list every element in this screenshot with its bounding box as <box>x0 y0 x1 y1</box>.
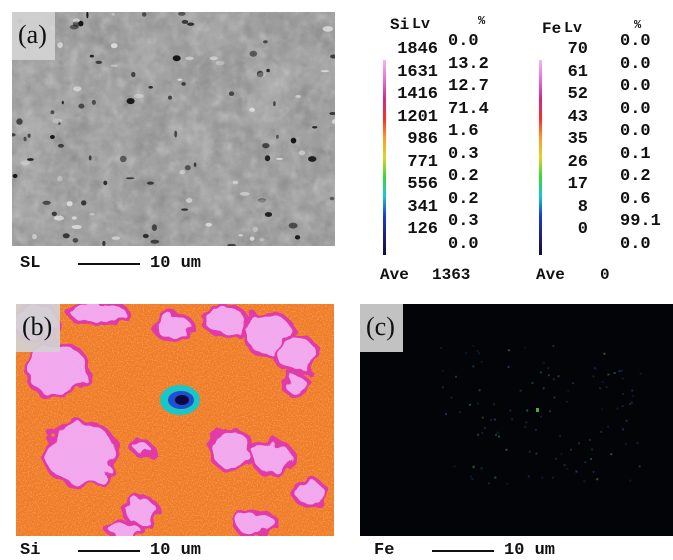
scale-bar-a: SL 10 um <box>20 254 201 273</box>
si-legend-element: Si <box>390 16 410 34</box>
scale-text-b: 10 um <box>150 541 202 560</box>
si-level-6: 556 <box>407 175 438 194</box>
si-level-5: 771 <box>407 152 438 172</box>
fe-ave-value: 0 <box>600 266 610 284</box>
si-percent-8: 0.3 <box>448 212 479 231</box>
element-code-c: Fe <box>374 541 395 560</box>
fe-percent-6: 0.2 <box>620 167 651 186</box>
fe-level-6: 17 <box>567 175 588 194</box>
si-percent-9: 0.0 <box>448 234 479 254</box>
panel-label-b: (b) <box>16 304 61 352</box>
fe-percent-4: 0.0 <box>620 122 651 141</box>
fe-ave-label: Ave <box>536 266 565 284</box>
si-percent-2: 12.7 <box>448 77 489 96</box>
scale-line-b <box>78 549 140 552</box>
fe-percent-7: 0.6 <box>620 189 651 209</box>
fe-level-3: 43 <box>567 107 588 127</box>
si-level-7: 341 <box>407 197 438 217</box>
fe-percent-2: 0.0 <box>620 77 651 96</box>
fe-level-1: 61 <box>567 62 588 82</box>
si-legend-pct: % <box>478 14 486 28</box>
element-code-a: SL <box>20 254 41 273</box>
si-percent-7: 0.2 <box>448 189 479 209</box>
fe-map-panel: (c) <box>360 304 673 536</box>
si-legend: Si Lv % 1846 1631 1416 1201 986 771 556 341 126 … <box>380 12 520 284</box>
si-percent-1: 13.2 <box>448 54 489 74</box>
fe-level-2: 52 <box>567 85 588 104</box>
fe-map <box>360 304 673 536</box>
si-percent-4: 1.6 <box>448 122 479 141</box>
si-color-bar <box>383 60 386 255</box>
fe-level-0: 70 <box>567 40 588 59</box>
si-map <box>16 304 334 536</box>
scale-text-c: 10 um <box>504 541 556 560</box>
fe-level-5: 26 <box>567 152 588 172</box>
si-ave-value: 1363 <box>432 266 471 284</box>
si-percent-5: 0.3 <box>448 144 479 164</box>
si-depletion-spot <box>160 385 200 415</box>
fe-color-bar <box>539 60 542 255</box>
fe-percent-9: 0.0 <box>620 234 651 254</box>
panel-label-c: (c) <box>360 304 403 352</box>
si-map-panel: (b) <box>16 304 334 536</box>
fe-percent-8: 99.1 <box>620 212 661 231</box>
sem-image-panel: (a) <box>12 12 335 246</box>
si-level-0: 1846 <box>397 40 438 59</box>
element-code-b: Si <box>20 541 41 560</box>
fe-percent-1: 0.0 <box>620 54 651 74</box>
fe-level-4: 35 <box>567 130 588 149</box>
fe-level-8: 0 <box>577 220 588 239</box>
sem-image <box>12 12 335 246</box>
fe-legend: Fe Lv % 70 61 52 43 35 26 17 8 0 0.0 0.0 0.0 0.0 0.0… <box>536 12 673 284</box>
panel-label-a: (a) <box>12 12 55 60</box>
fe-legend-lv: Lv <box>564 20 583 37</box>
fe-legend-element: Fe <box>542 20 562 38</box>
scale-text-a: 10 um <box>150 254 202 273</box>
si-percent-0: 0.0 <box>448 32 479 51</box>
fe-level-7: 8 <box>577 197 588 217</box>
si-percent-6: 0.2 <box>448 167 479 186</box>
fe-percent-5: 0.1 <box>620 144 651 164</box>
si-legend-lv: Lv <box>412 16 431 33</box>
fe-percent-0: 0.0 <box>620 32 651 51</box>
scale-bar-b: Si 10 um <box>20 541 201 560</box>
scale-line-a <box>78 262 140 265</box>
si-level-8: 126 <box>407 220 438 239</box>
fe-percent-3: 0.0 <box>620 99 651 119</box>
si-level-3: 1201 <box>397 107 438 127</box>
si-level-4: 986 <box>407 130 438 149</box>
si-level-1: 1631 <box>397 62 438 82</box>
si-level-2: 1416 <box>397 85 438 104</box>
fe-legend-pct: % <box>634 18 642 32</box>
scale-bar-c: Fe 10 um <box>374 541 555 560</box>
scale-line-c <box>432 549 494 552</box>
si-percent-3: 71.4 <box>448 99 489 119</box>
si-ave-label: Ave <box>380 266 409 284</box>
